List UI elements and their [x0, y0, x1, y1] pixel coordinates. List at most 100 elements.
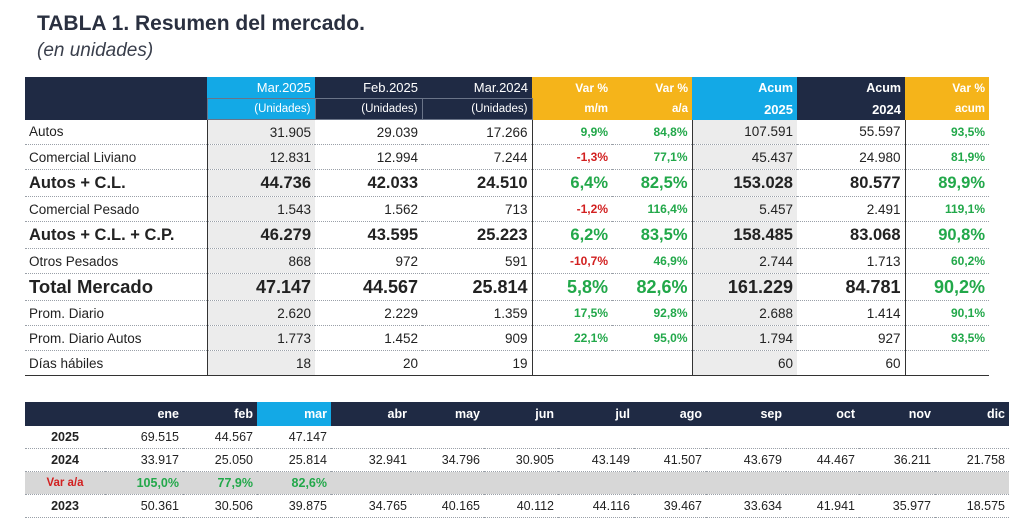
table-cell: 43.595	[315, 221, 422, 249]
table-cell: 25.050	[183, 448, 257, 472]
var-row: Var a/a 105,0% 77,9% 82,6%	[25, 471, 1009, 495]
table-cell: 29.039	[315, 119, 422, 145]
table-cell: 909	[422, 325, 533, 351]
table-cell: 1.713	[797, 248, 906, 274]
column-header: (Unidades)	[206, 98, 316, 120]
table-cell: 40.112	[484, 494, 558, 518]
table-cell: 46.279	[206, 221, 315, 249]
column-header: (Unidades)	[421, 98, 533, 120]
table-cell: -10,7%	[532, 248, 612, 274]
table-cell: 32.941	[331, 448, 411, 472]
table-cell: 43.149	[558, 448, 634, 472]
table-cell: 69.515	[105, 426, 183, 449]
table-cell: 90,2%	[905, 273, 989, 301]
column-header: a/a	[612, 98, 692, 120]
table-cell: -1,3%	[532, 144, 612, 170]
table-cell: 44.467	[786, 448, 859, 472]
table-cell	[786, 426, 859, 449]
table-cell: 90,8%	[905, 221, 989, 249]
table-cell: 2.491	[797, 196, 906, 222]
month-header: abr	[331, 402, 411, 426]
table-cell	[331, 471, 411, 495]
table-cell: 93,5%	[905, 119, 989, 145]
table-cell: 60	[692, 350, 797, 376]
table-cell: 35.977	[859, 494, 935, 518]
table-cell: 591	[422, 248, 533, 274]
table-cell: 82,6%	[612, 273, 693, 301]
table-cell: 22,1%	[532, 325, 612, 351]
table-row: Autos 31.905 29.039 17.266 9,9% 84,8% 107.591 5…	[25, 119, 989, 145]
month-header: dic	[935, 402, 1009, 426]
table-cell: 20	[315, 350, 422, 376]
column-header: Var %	[532, 77, 612, 99]
table-cell: 77,9%	[183, 471, 257, 495]
column-header	[25, 77, 207, 99]
month-header-row: ene feb mar abr may jun jul ago sep oct nov dic	[25, 402, 1009, 426]
table-cell: 30.905	[484, 448, 558, 472]
table-cell: 84.781	[797, 273, 906, 301]
month-header: jul	[558, 402, 634, 426]
year-row: 2023 50.361 30.506 39.875 34.765 40.165 40.112…	[25, 494, 1009, 518]
table-cell: 116,4%	[612, 196, 693, 222]
table-cell: 60	[797, 350, 906, 376]
table-row: Días hábiles 18 20 19 60 60	[25, 350, 989, 376]
table-cell: 33.917	[105, 448, 183, 472]
table-cell: 82,6%	[257, 471, 331, 495]
table-cell: 105,0%	[105, 471, 183, 495]
row-label: Prom. Diario Autos	[25, 325, 207, 351]
table-cell: 1.543	[206, 196, 315, 222]
row-label: Prom. Diario	[25, 300, 207, 326]
month-header-corner	[25, 402, 105, 426]
table-row: Prom. Diario 2.620 2.229 1.359 17,5% 92,8% 2.6…	[25, 300, 989, 326]
table-cell: -1,2%	[532, 196, 612, 222]
table-cell: 81,9%	[905, 144, 989, 170]
table-cell	[935, 426, 1009, 449]
table-cell: 1.562	[315, 196, 422, 222]
column-header: Mar.2024	[422, 77, 532, 99]
table-cell: 30.506	[183, 494, 257, 518]
page-title: TABLA 1. Resumen del mercado.	[37, 12, 365, 35]
table-cell: 153.028	[692, 169, 797, 197]
table-cell: 82,5%	[612, 169, 693, 197]
year-row: 2024 33.917 25.050 25.814 32.941 34.796 30.905…	[25, 448, 1009, 472]
column-header: Acum	[797, 77, 905, 99]
table-cell: 868	[206, 248, 315, 274]
table-cell	[905, 350, 989, 376]
table-cell	[859, 426, 935, 449]
table-cell: 43.679	[706, 448, 786, 472]
month-header: mar	[257, 402, 331, 426]
row-label: Autos + C.L. + C.P.	[25, 221, 207, 249]
table-cell: 44.736	[206, 169, 315, 197]
column-header: (Unidades)	[314, 98, 423, 120]
table-cell: 2.744	[692, 248, 797, 274]
table-cell: 18	[206, 350, 315, 376]
row-label: Comercial Liviano	[25, 144, 207, 170]
table-cell: 84,8%	[612, 119, 693, 145]
table-cell: 7.244	[422, 144, 533, 170]
table-cell: 45.437	[692, 144, 797, 170]
table-row: Otros Pesados 868 972 591 -10,7% 46,9% 2.744 1.…	[25, 248, 989, 274]
month-header: sep	[706, 402, 786, 426]
table-row: Comercial Liviano 12.831 12.994 7.244 -1,3% 7…	[25, 144, 989, 170]
column-header: Var %	[612, 77, 692, 99]
column-header: m/m	[532, 98, 612, 120]
monthly-table: ene feb mar abr may jun jul ago sep oct nov dic 202…	[25, 402, 1009, 518]
table-cell: 89,9%	[905, 169, 989, 197]
table-cell: 927	[797, 325, 906, 351]
table-cell	[558, 426, 634, 449]
table-cell: 24.510	[422, 169, 533, 197]
table-cell: 12.831	[206, 144, 315, 170]
table-cell: 44.567	[315, 273, 422, 301]
table-cell: 17.266	[422, 119, 533, 145]
table-cell: 42.033	[315, 169, 422, 197]
table-cell	[612, 350, 693, 376]
table-row: Autos + C.L. + C.P. 46.279 43.595 25.223 6,2…	[25, 221, 989, 249]
table-cell: 39.875	[257, 494, 331, 518]
table-cell: 47.147	[257, 426, 331, 449]
row-label: Autos	[25, 119, 207, 145]
page-subtitle: (en unidades)	[37, 40, 154, 61]
table-cell: 47.147	[206, 273, 315, 301]
table-cell: 25.814	[257, 448, 331, 472]
table-cell: 41.941	[786, 494, 859, 518]
table-cell: 44.116	[558, 494, 634, 518]
